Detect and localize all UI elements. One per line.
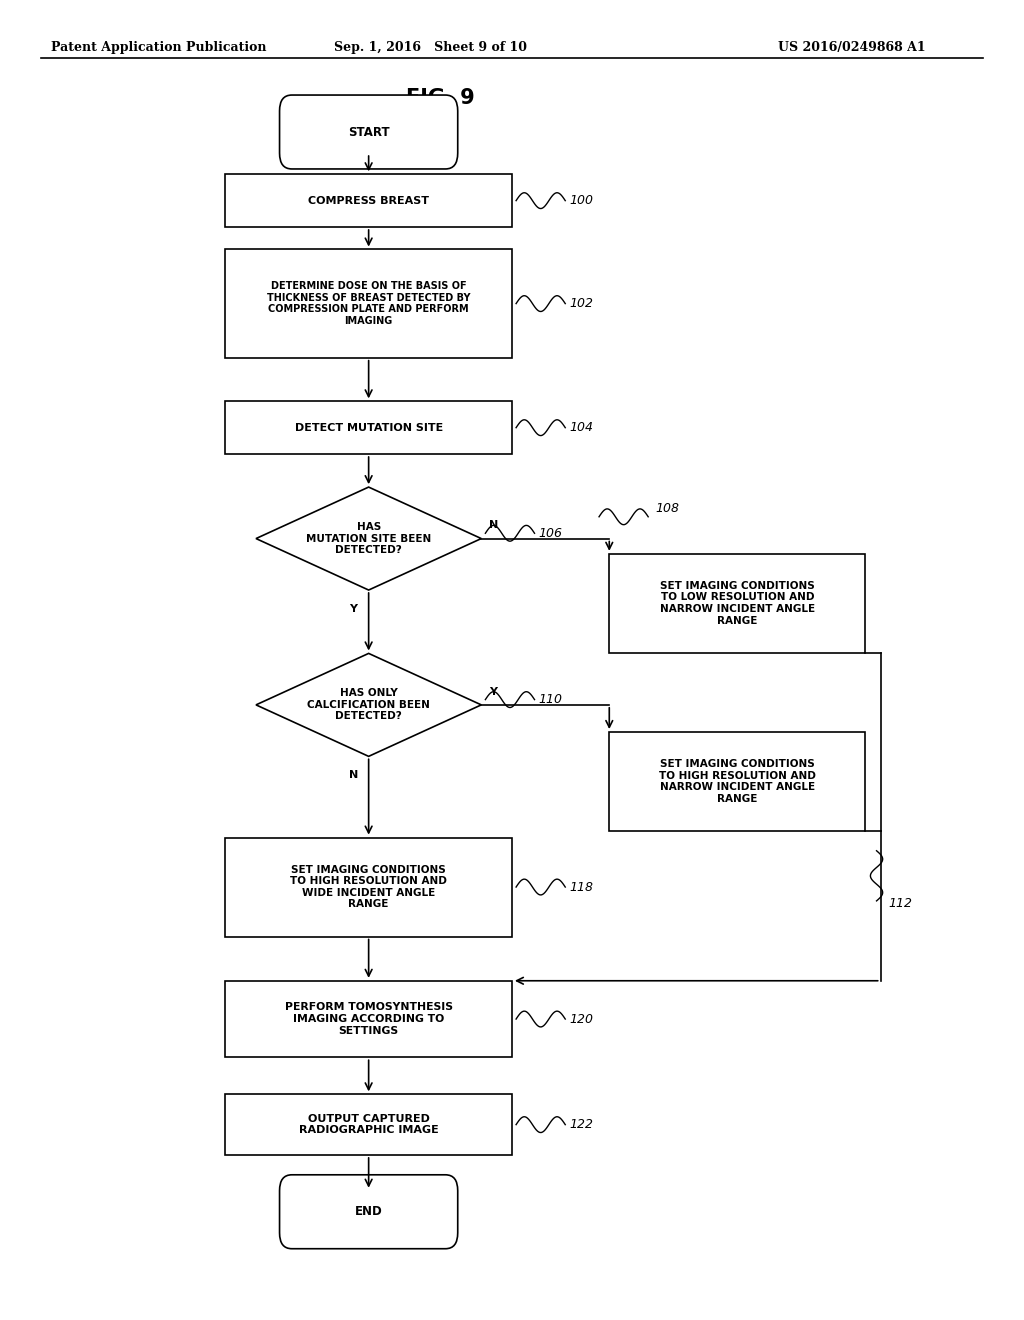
Text: COMPRESS BREAST: COMPRESS BREAST	[308, 195, 429, 206]
Text: 102: 102	[569, 297, 593, 310]
Text: US 2016/0249868 A1: US 2016/0249868 A1	[778, 41, 926, 54]
Text: SET IMAGING CONDITIONS
TO HIGH RESOLUTION AND
NARROW INCIDENT ANGLE
RANGE: SET IMAGING CONDITIONS TO HIGH RESOLUTIO…	[658, 759, 816, 804]
Text: DETERMINE DOSE ON THE BASIS OF
THICKNESS OF BREAST DETECTED BY
COMPRESSION PLATE: DETERMINE DOSE ON THE BASIS OF THICKNESS…	[267, 281, 470, 326]
Text: N: N	[348, 770, 358, 780]
Bar	[225, 981, 512, 1057]
Text: N: N	[489, 520, 499, 531]
Text: Patent Application Publication: Patent Application Publication	[51, 41, 266, 54]
Text: 112: 112	[889, 898, 912, 909]
Text: 118: 118	[569, 880, 593, 894]
Text: OUTPUT CAPTURED
RADIOGRAPHIC IMAGE: OUTPUT CAPTURED RADIOGRAPHIC IMAGE	[299, 1114, 438, 1135]
Text: 120: 120	[569, 1012, 593, 1026]
Text: 108: 108	[655, 503, 679, 515]
Text: HAS ONLY
CALCIFICATION BEEN
DETECTED?: HAS ONLY CALCIFICATION BEEN DETECTED?	[307, 688, 430, 722]
Bar	[225, 249, 512, 358]
Text: Sep. 1, 2016   Sheet 9 of 10: Sep. 1, 2016 Sheet 9 of 10	[334, 41, 526, 54]
Text: 110: 110	[539, 693, 562, 706]
FancyBboxPatch shape	[280, 1175, 458, 1249]
Text: 104: 104	[569, 421, 593, 434]
Polygon shape	[256, 487, 481, 590]
Bar	[225, 401, 512, 454]
Text: SET IMAGING CONDITIONS
TO LOW RESOLUTION AND
NARROW INCIDENT ANGLE
RANGE: SET IMAGING CONDITIONS TO LOW RESOLUTION…	[659, 581, 815, 626]
Text: 106: 106	[539, 527, 562, 540]
Polygon shape	[256, 653, 481, 756]
Bar	[609, 554, 865, 652]
Bar	[225, 1094, 512, 1155]
Bar	[225, 174, 512, 227]
Text: Y: Y	[489, 686, 498, 697]
Text: 122: 122	[569, 1118, 593, 1131]
Text: SET IMAGING CONDITIONS
TO HIGH RESOLUTION AND
WIDE INCIDENT ANGLE
RANGE: SET IMAGING CONDITIONS TO HIGH RESOLUTIO…	[290, 865, 447, 909]
Text: Y: Y	[349, 603, 357, 614]
Text: PERFORM TOMOSYNTHESIS
IMAGING ACCORDING TO
SETTINGS: PERFORM TOMOSYNTHESIS IMAGING ACCORDING …	[285, 1002, 453, 1036]
Text: HAS
MUTATION SITE BEEN
DETECTED?: HAS MUTATION SITE BEEN DETECTED?	[306, 521, 431, 556]
Text: START: START	[348, 125, 389, 139]
Text: END: END	[354, 1205, 383, 1218]
FancyBboxPatch shape	[280, 95, 458, 169]
Text: DETECT MUTATION SITE: DETECT MUTATION SITE	[295, 422, 442, 433]
Bar	[609, 731, 865, 832]
Text: 100: 100	[569, 194, 593, 207]
Bar	[225, 837, 512, 937]
Text: FIG. 9: FIG. 9	[406, 87, 475, 108]
